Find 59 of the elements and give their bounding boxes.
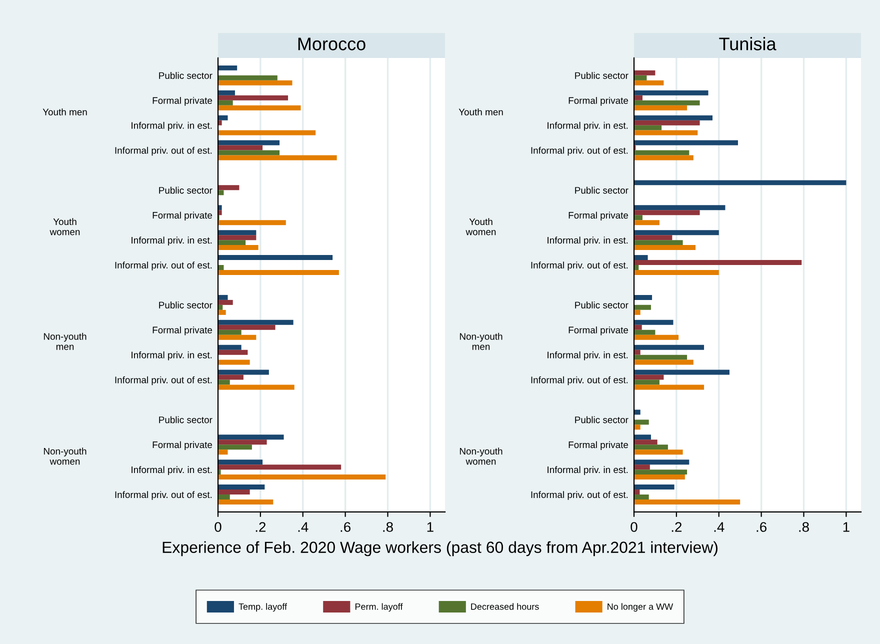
- x-tick-label: .4: [298, 522, 308, 532]
- y-tick-label: Formal private: [152, 96, 212, 106]
- y-tick-label: Public sector: [575, 416, 628, 424]
- y-tick-label: Public sector: [575, 72, 628, 79]
- text: Youth men: [458, 108, 503, 116]
- y-tick-label: Formal private: [152, 441, 212, 450]
- x-tick-label: .6: [756, 522, 766, 532]
- text: Youth women: [50, 218, 80, 236]
- y-tick-label: Public sector: [159, 302, 212, 308]
- chart-title: Morocco: [298, 38, 366, 50]
- y-tick-label: Informal priv. in est.: [132, 236, 212, 246]
- legend-label: No longer a WW: [608, 603, 674, 612]
- y-tick-label: Informal priv. out of est.: [531, 146, 628, 156]
- y-tick-label: Public sector: [159, 72, 212, 79]
- y-tick-label: Public sector: [159, 416, 212, 424]
- y-tick-label: Informal priv. in est.: [548, 351, 628, 360]
- text: Youth women: [466, 218, 496, 236]
- text: Youth men: [42, 108, 87, 116]
- x-tick-label: .4: [714, 522, 724, 532]
- chart-title: Tunisia: [719, 37, 776, 50]
- y-tick-label: Informal priv. out of est.: [531, 376, 628, 386]
- y-tick-label: Informal priv. in est.: [548, 122, 628, 131]
- y-tick-label: Formal private: [152, 326, 212, 336]
- y-tick-label: Public sector: [575, 186, 628, 194]
- x-tick-label: .8: [799, 522, 809, 532]
- y-tick-label: Informal priv. out of est.: [115, 491, 212, 500]
- y-tick-label: Informal priv. in est.: [132, 466, 212, 475]
- y-tick-label: Informal priv. out of est.: [531, 262, 628, 270]
- x-tick-label: 1: [843, 522, 850, 532]
- legend-label: Decreased hours: [471, 603, 539, 610]
- y-tick-label: Formal private: [568, 212, 628, 221]
- y-tick-label: Informal priv. out of est.: [531, 491, 628, 500]
- x-tick-label: .8: [383, 522, 393, 532]
- x-tick-label: 0: [630, 522, 638, 532]
- legend-label: Temp. layoff: [238, 603, 288, 612]
- y-tick-label: Formal private: [568, 441, 628, 450]
- text: Non-youth men: [44, 332, 86, 350]
- x-tick-label: 1: [427, 522, 434, 532]
- text: Non-youth women: [460, 448, 502, 465]
- text: Non-youth women: [44, 448, 86, 465]
- y-tick-label: Formal private: [568, 326, 628, 336]
- x-tick-label: .2: [256, 522, 266, 532]
- x-tick-label: 0: [214, 522, 222, 532]
- y-tick-label: Informal priv. out of est.: [115, 146, 212, 156]
- y-tick-label: Informal priv. in est.: [132, 122, 212, 131]
- y-tick-label: Formal private: [568, 96, 628, 106]
- y-tick-label: Public sector: [575, 302, 628, 308]
- y-tick-label: Informal priv. out of est.: [115, 376, 212, 386]
- x-tick-label: .6: [340, 522, 350, 532]
- y-tick-label: Informal priv. in est.: [548, 236, 628, 246]
- x-axis-title: Experience of Feb. 2020 Wage workers (past 60 days from Apr.2021 interview): [162, 541, 718, 556]
- legend-label: Perm. layoff: [355, 603, 403, 612]
- y-tick-label: Informal priv. in est.: [548, 466, 628, 475]
- y-tick-label: Informal priv. out of est.: [115, 262, 212, 270]
- y-tick-label: Public sector: [159, 186, 212, 194]
- y-tick-label: Formal private: [152, 212, 212, 221]
- text: Non-youth men: [460, 332, 502, 350]
- x-tick-label: .2: [672, 522, 682, 532]
- y-tick-label: Informal priv. in est.: [132, 351, 212, 360]
